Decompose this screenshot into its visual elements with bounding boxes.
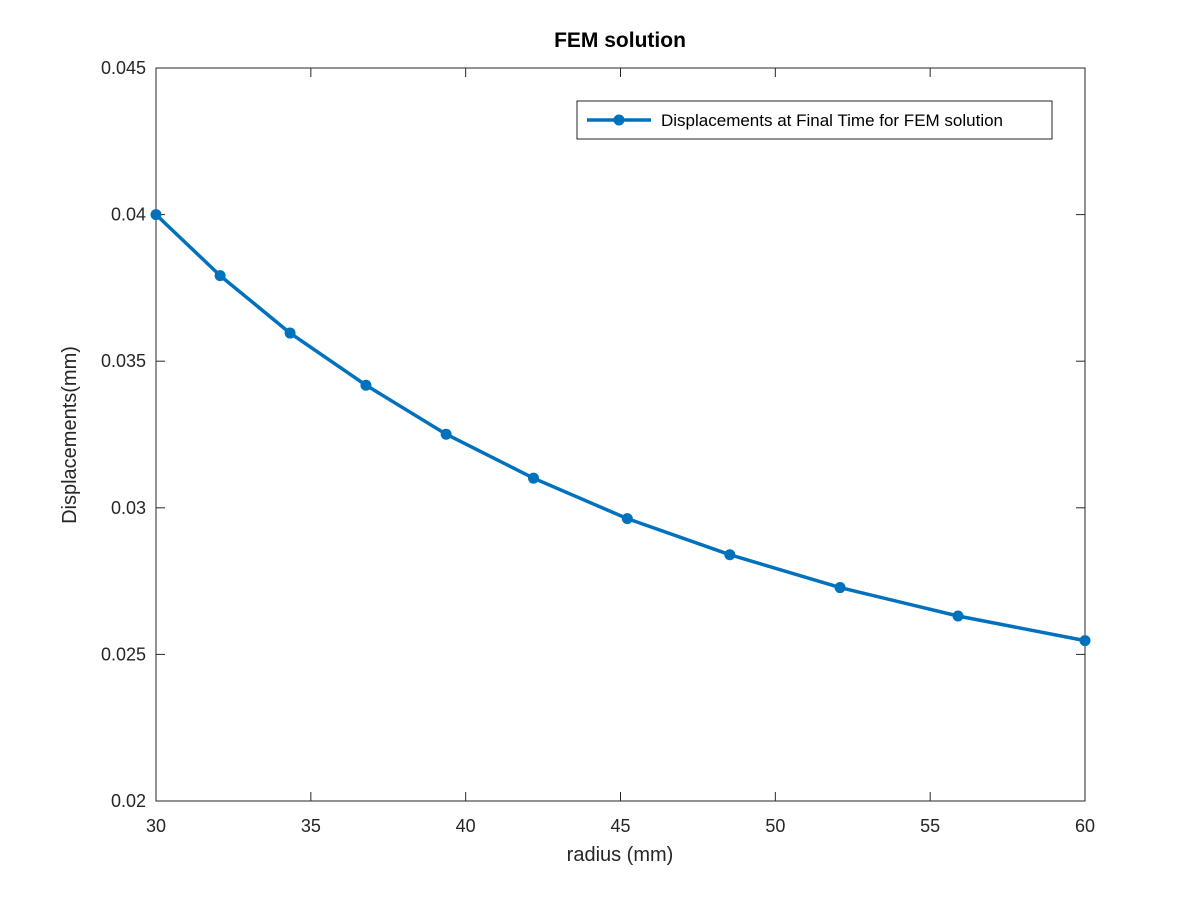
y-tick-label: 0.03 <box>111 498 146 518</box>
legend-label: Displacements at Final Time for FEM solu… <box>661 111 1003 130</box>
legend-box <box>576 100 1053 140</box>
x-tick-label: 45 <box>610 816 630 836</box>
x-axis-label: radius (mm) <box>567 844 674 866</box>
legend-marker <box>613 114 625 126</box>
x-tick-label: 40 <box>456 816 476 836</box>
data-point <box>150 209 162 221</box>
y-tick-label: 0.04 <box>111 205 146 225</box>
data-point <box>834 582 846 594</box>
data-point <box>440 428 452 440</box>
x-tick-label: 55 <box>920 816 940 836</box>
y-tick-label: 0.045 <box>101 58 146 78</box>
y-tick-label: 0.025 <box>101 644 146 664</box>
x-tick-label: 30 <box>146 816 166 836</box>
x-tick-label: 35 <box>301 816 321 836</box>
y-axis-label: Displacements(mm) <box>59 346 81 524</box>
x-tick-label: 60 <box>1075 816 1095 836</box>
y-tick-label: 0.02 <box>111 791 146 811</box>
data-point <box>360 379 372 391</box>
data-point <box>621 513 633 525</box>
x-tick-label: 50 <box>765 816 785 836</box>
y-tick-label: 0.035 <box>101 351 146 371</box>
x-axis-ticks: 30 35 40 45 50 55 60 <box>146 68 1095 836</box>
y-axis-ticks: 0.02 0.025 0.03 0.035 0.04 0.045 <box>101 58 1085 811</box>
data-point <box>724 549 736 561</box>
series-layer <box>150 209 1091 647</box>
data-point <box>952 610 964 622</box>
data-point <box>284 327 296 339</box>
chart-title: FEM solution <box>554 29 686 52</box>
data-point <box>1079 635 1091 647</box>
legend: Displacements at Final Time for FEM solu… <box>576 100 1053 140</box>
data-point <box>527 472 539 484</box>
plot-area <box>155 67 1086 802</box>
data-point <box>214 270 226 282</box>
